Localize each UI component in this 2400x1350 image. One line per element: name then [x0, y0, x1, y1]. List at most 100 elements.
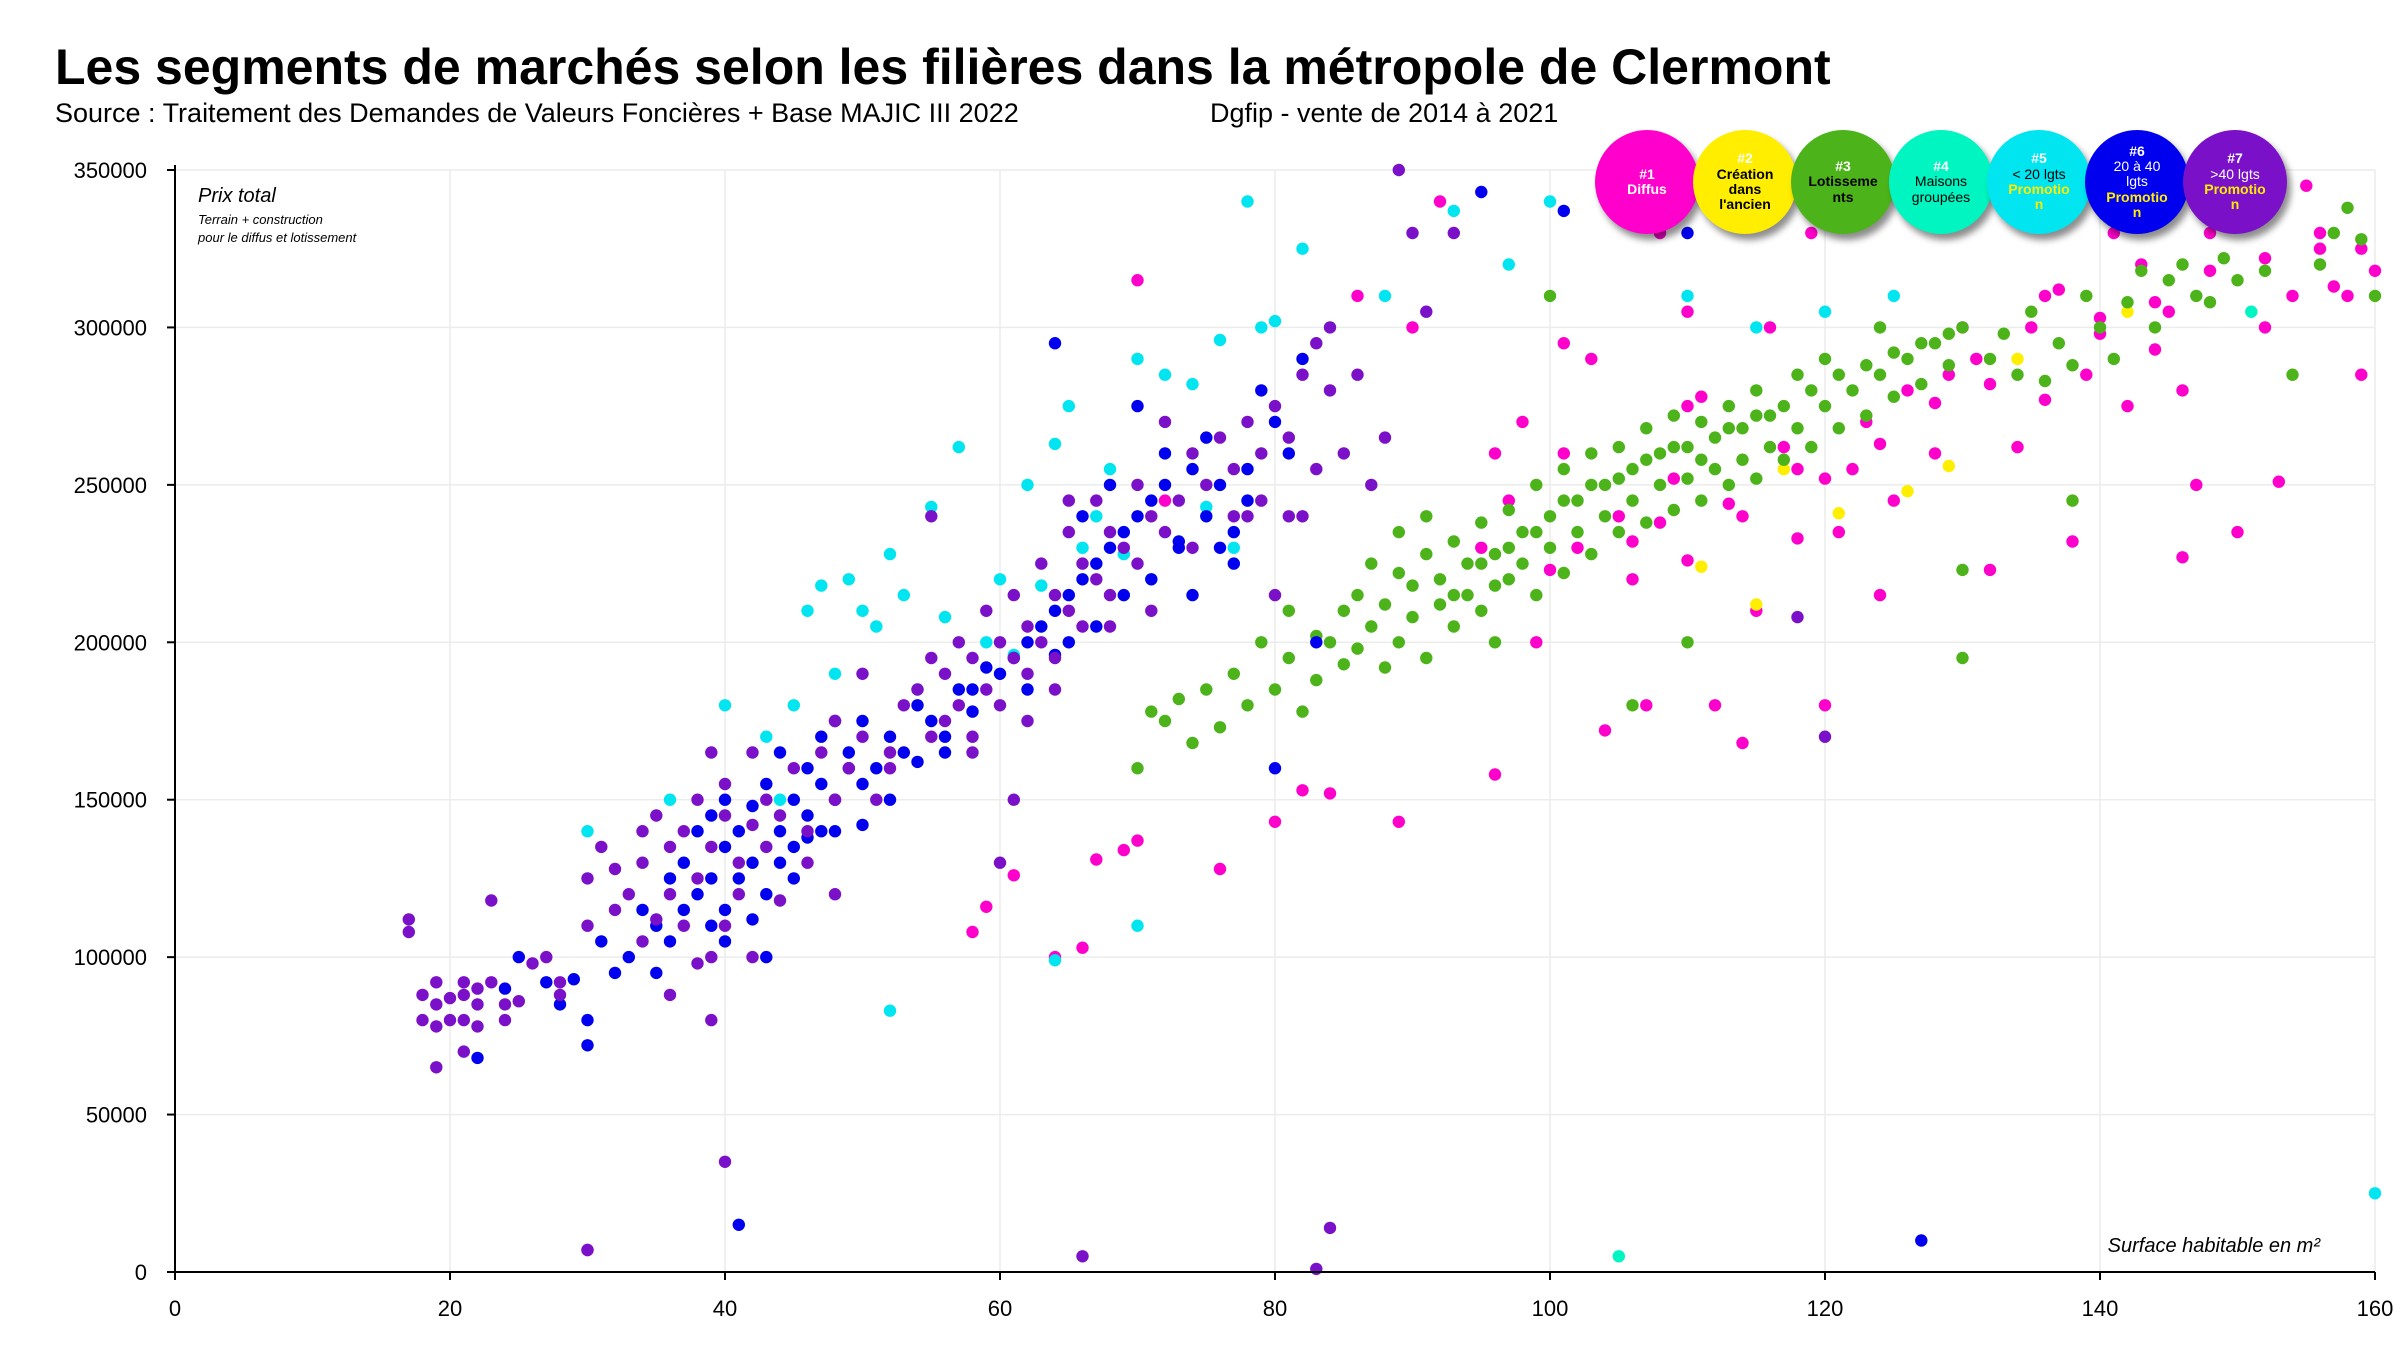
data-point	[608, 862, 622, 876]
data-point	[1255, 384, 1268, 397]
data-point	[2245, 305, 2258, 318]
data-point	[1158, 494, 1172, 507]
data-point	[471, 1020, 484, 1033]
data-point	[1158, 415, 1172, 429]
data-point	[856, 730, 869, 743]
data-point	[1323, 321, 1337, 334]
data-point	[2025, 321, 2038, 334]
data-point	[1708, 431, 1722, 444]
data-point	[746, 913, 759, 926]
data-point	[1447, 226, 1461, 240]
data-point	[856, 777, 869, 791]
data-point	[1557, 447, 1571, 460]
data-point	[2038, 374, 2052, 388]
data-point	[1035, 636, 1048, 649]
data-point	[925, 651, 938, 665]
data-point	[1420, 510, 1433, 523]
data-point	[2052, 283, 2065, 296]
chart-subtitle: Source : Traitement des Demandes de Vale…	[55, 98, 1019, 128]
data-points	[402, 163, 2382, 1276]
data-point	[1365, 478, 1378, 492]
legend-bubble-text: >40 lgts	[2210, 165, 2260, 182]
data-point	[815, 746, 828, 759]
data-point	[773, 793, 787, 806]
data-point	[1557, 566, 1571, 580]
data-point	[1516, 557, 1529, 570]
data-point	[1323, 787, 1337, 800]
data-point	[1475, 516, 1488, 529]
data-point	[581, 919, 594, 932]
data-point	[1282, 604, 1296, 617]
legend: #1 Diffus #2 Création dans l'ancien #3 Lotissem…	[1595, 130, 2287, 245]
data-point	[801, 856, 814, 869]
data-point	[773, 894, 787, 907]
data-point	[828, 793, 842, 806]
data-point	[1612, 440, 1626, 454]
data-point	[1681, 472, 1694, 485]
data-point	[1172, 494, 1186, 507]
data-point	[870, 793, 883, 806]
data-point	[1007, 651, 1020, 665]
data-point	[1777, 440, 1791, 454]
data-point	[1310, 337, 1323, 350]
data-point	[2093, 321, 2107, 334]
data-point	[1915, 1234, 1928, 1247]
data-point	[2368, 1187, 2382, 1200]
y-tick-label: 50000	[86, 1103, 147, 1128]
data-point	[1378, 661, 1392, 674]
data-point	[993, 636, 1007, 649]
data-point	[1227, 510, 1241, 523]
data-point	[760, 793, 773, 806]
data-point	[1378, 598, 1392, 611]
data-point	[1956, 651, 1969, 665]
data-point	[677, 825, 690, 838]
data-point	[1241, 494, 1254, 507]
data-point	[430, 1061, 443, 1074]
data-point	[1296, 784, 1309, 797]
data-point	[1557, 462, 1571, 476]
data-point	[718, 935, 732, 948]
data-point	[443, 1013, 457, 1027]
y-tick-label: 0	[135, 1260, 147, 1285]
data-point	[2176, 551, 2189, 564]
data-point	[1956, 563, 1969, 577]
data-point	[718, 919, 732, 932]
data-point	[2272, 475, 2285, 488]
y-tick-label: 300000	[74, 315, 147, 340]
data-point	[1048, 683, 1062, 696]
data-point	[1915, 377, 1928, 391]
data-point	[1750, 472, 1763, 485]
data-point	[1131, 919, 1144, 932]
data-point	[1475, 557, 1488, 570]
data-point	[1420, 547, 1433, 561]
legend-bubble-text: 20 à 40	[2113, 157, 2161, 174]
legend-bubble-4: #4 Maisons groupées	[1889, 130, 1993, 234]
data-point	[1832, 368, 1846, 381]
data-point	[2231, 274, 2244, 287]
data-point	[1750, 409, 1763, 422]
data-point	[1681, 399, 1694, 413]
x-axis-label: Surface habitable en m²	[2108, 1235, 2322, 1257]
data-point	[1818, 472, 1832, 485]
data-point	[746, 799, 759, 813]
legend-bubble-accent: Promotio	[2204, 181, 2266, 197]
data-point	[457, 1045, 470, 1058]
data-point	[2355, 233, 2368, 246]
data-point	[1640, 516, 1653, 529]
data-point	[787, 872, 800, 885]
data-point	[1117, 541, 1131, 554]
data-point	[636, 903, 649, 917]
data-point	[718, 699, 732, 712]
data-point	[1970, 352, 1983, 366]
data-point	[691, 793, 704, 806]
data-point	[897, 746, 910, 759]
data-point	[553, 988, 567, 1002]
data-point	[1667, 409, 1681, 422]
data-point	[1832, 422, 1846, 435]
data-point	[1887, 346, 1901, 359]
data-point	[1158, 525, 1172, 539]
data-point	[1791, 610, 1804, 624]
legend-bubble-number: #2	[1737, 150, 1753, 167]
data-point	[952, 683, 965, 696]
legend-bubble-number: #1	[1639, 165, 1655, 182]
